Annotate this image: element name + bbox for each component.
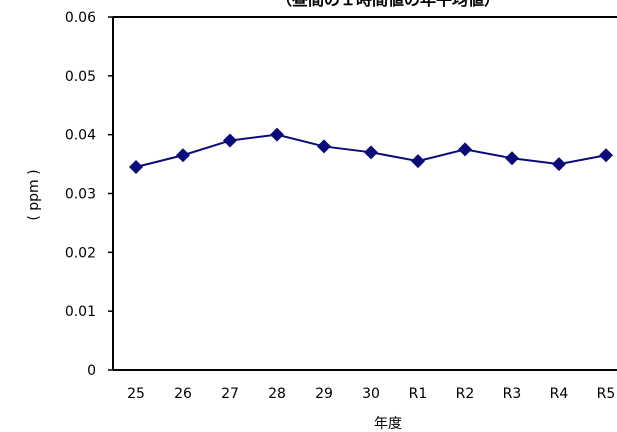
data-point-marker — [552, 157, 566, 172]
y-tick-label: 0.05 — [65, 69, 96, 85]
x-axis-label: 年度 — [374, 416, 402, 432]
x-tick-label: R4 — [550, 386, 569, 402]
data-point-marker — [411, 154, 425, 169]
x-tick-label: R5 — [597, 386, 616, 402]
x-tick-label: 29 — [315, 386, 333, 402]
data-point-marker — [599, 148, 613, 163]
y-tick-label: 0.04 — [65, 128, 96, 144]
data-point-marker — [129, 160, 143, 175]
data-point-marker — [317, 139, 331, 154]
x-tick-label: 30 — [362, 386, 380, 402]
data-point-marker — [176, 148, 190, 163]
data-point-marker — [505, 151, 519, 166]
data-point-marker — [270, 127, 284, 142]
x-tick-label: R2 — [456, 386, 475, 402]
x-tick-label: R3 — [503, 386, 522, 402]
x-tick-label: R1 — [409, 386, 428, 402]
y-tick-label: 0.03 — [65, 187, 96, 203]
plot-area: 0 0.01 0.02 0.03 0.04 0.05 0.06 25 26 27 28 29 30 R1 R… — [65, 10, 617, 402]
x-tick-label: 25 — [127, 386, 145, 402]
y-tick-label: 0 — [87, 363, 96, 379]
y-tick-label: 0.01 — [65, 304, 96, 320]
data-point-marker — [458, 142, 472, 157]
data-point-marker — [364, 145, 378, 160]
data-point-marker — [223, 133, 237, 148]
x-tick-label: 28 — [268, 386, 286, 402]
y-tick-label: 0.02 — [65, 245, 96, 261]
x-tick-label: 27 — [221, 386, 239, 402]
x-tick-label: 26 — [174, 386, 192, 402]
y-axis-label: ( ppm ) — [26, 169, 42, 220]
chart-title: （昼間の１時間値の年平均値） — [276, 0, 500, 9]
y-tick-label: 0.06 — [65, 10, 96, 26]
